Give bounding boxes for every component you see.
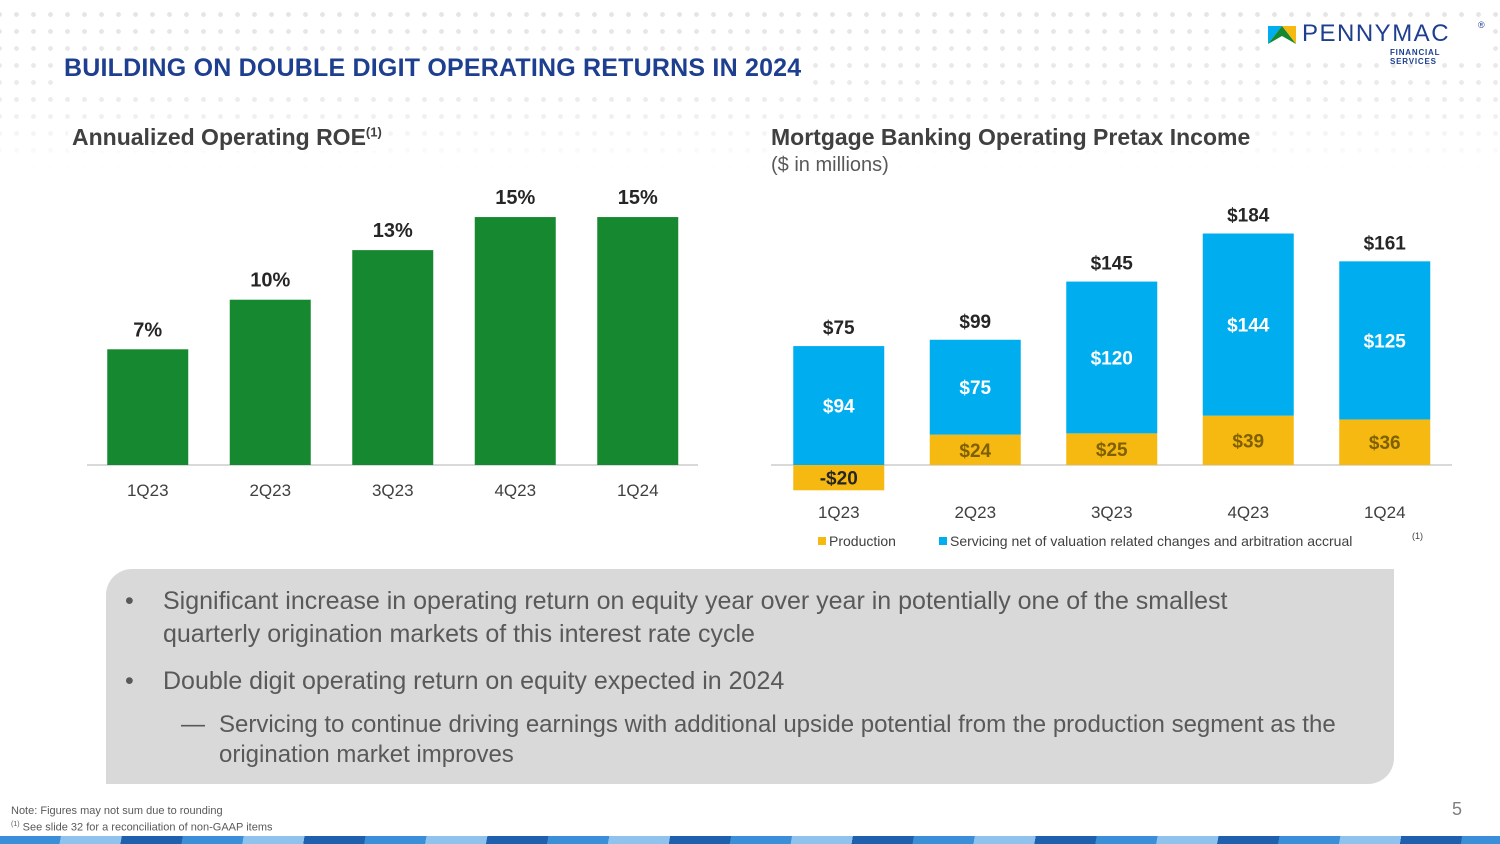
roe-value-label: 10%	[250, 270, 290, 292]
production-value-label: $25	[1096, 440, 1128, 461]
note-rounding: Note: Figures may not sum due to roundin…	[11, 805, 223, 817]
legend-swatch-production	[818, 537, 826, 545]
sub-bullet-1-line-2: origination market improves	[219, 741, 514, 768]
production-bar-segment	[1339, 419, 1431, 465]
roe-value-label: 15%	[495, 187, 535, 209]
servicing-bar-segment	[1202, 233, 1294, 416]
pretax-category-label: 2Q23	[954, 503, 996, 522]
logo-wordmark: PENNYMAC	[1302, 20, 1451, 47]
bullet-item-1: • Significant increase in operating retu…	[125, 585, 1228, 651]
roe-category-label: 1Q23	[127, 481, 169, 500]
total-value-label: $75	[823, 318, 855, 339]
roe-bar	[229, 299, 311, 465]
legend-footnote-mark: (1)	[1412, 531, 1423, 541]
note-non-gaap-text: See slide 32 for a reconciliation of non…	[19, 821, 273, 834]
pretax-category-label: 1Q23	[818, 503, 860, 522]
roe-value-label: 15%	[618, 187, 658, 209]
bottom-decorative-stripe	[0, 836, 1500, 844]
production-value-label: -$20	[820, 469, 858, 490]
roe-category-label: 3Q23	[372, 481, 414, 500]
bullet-symbol: •	[125, 667, 134, 695]
bullet-1-line-2: quarterly origination markets of this in…	[163, 620, 755, 648]
pretax-category-label: 4Q23	[1227, 503, 1269, 522]
note-footnote-mark: (1)	[11, 821, 20, 828]
sub-bullet-item-1: — Servicing to continue driving earnings…	[181, 710, 1336, 770]
servicing-value-label: $75	[959, 378, 991, 399]
roe-value-label: 7%	[133, 319, 162, 341]
bullet-symbol: •	[125, 587, 134, 615]
roe-category-label: 1Q24	[617, 481, 659, 500]
production-bar-segment	[1066, 433, 1158, 465]
pretax-category-label: 1Q24	[1364, 503, 1406, 522]
production-value-label: $24	[959, 441, 991, 462]
legend-label-servicing: Servicing net of valuation related chang…	[950, 533, 1352, 549]
legend-swatch-servicing	[939, 537, 947, 545]
sub-bullet-1-line-1: Servicing to continue driving earnings w…	[219, 711, 1336, 738]
left-chart-title-text: Annualized Operating ROE	[72, 124, 366, 150]
left-chart-footnote-mark: (1)	[365, 124, 382, 140]
roe-value-label: 13%	[373, 220, 413, 242]
pretax-category-label: 3Q23	[1091, 503, 1133, 522]
sub-bullet-symbol: —	[181, 711, 205, 738]
logo-registered-mark: ®	[1478, 20, 1485, 30]
note-non-gaap: (1) See slide 32 for a reconciliation of…	[11, 818, 273, 835]
logo-subtitle: FINANCIAL SERVICES	[1390, 48, 1441, 66]
bullet-1-line-1: Significant increase in operating return…	[163, 587, 1228, 615]
roe-bar	[352, 250, 434, 465]
servicing-bar-segment	[793, 346, 885, 465]
legend-label-production: Production	[829, 533, 896, 549]
total-value-label: $145	[1091, 254, 1134, 275]
production-bar-segment	[793, 465, 885, 491]
production-value-label: $36	[1369, 433, 1401, 454]
page-number: 5	[1452, 799, 1463, 819]
right-chart-title: Mortgage Banking Operating Pretax Income	[767, 124, 1255, 151]
production-bar-segment	[929, 434, 1021, 465]
servicing-bar-segment	[1066, 281, 1158, 434]
key-points-panel: • Significant increase in operating retu…	[106, 569, 1394, 784]
production-value-label: $39	[1232, 431, 1264, 452]
slide-title: BUILDING ON DOUBLE DIGIT OPERATING RETUR…	[60, 52, 806, 85]
roe-category-label: 4Q23	[494, 481, 536, 500]
servicing-value-label: $125	[1364, 331, 1407, 352]
servicing-value-label: $120	[1091, 348, 1133, 369]
servicing-value-label: $94	[823, 397, 855, 418]
logo-mark-icon	[1268, 26, 1296, 44]
roe-bar	[474, 217, 556, 465]
roe-bar	[107, 349, 189, 465]
servicing-bar-segment	[929, 339, 1021, 435]
footnotes: Note: Figures may not sum due to roundin…	[11, 804, 273, 835]
total-value-label: $184	[1227, 206, 1270, 227]
total-value-label: $161	[1364, 233, 1407, 254]
production-bar-segment	[1202, 415, 1294, 465]
roe-category-label: 2Q23	[249, 481, 291, 500]
roe-bar	[597, 217, 679, 465]
servicing-bar-segment	[1339, 261, 1431, 420]
pennymac-logo: PENNYMAC ® FINANCIAL SERVICES	[1262, 18, 1486, 66]
right-chart-subtitle: ($ in millions)	[767, 154, 893, 177]
bullet-item-2: • Double digit operating return on equit…	[125, 665, 785, 698]
left-chart-title: Annualized Operating ROE(1)	[68, 124, 386, 151]
bullet-2-line-1: Double digit operating return on equity …	[163, 667, 785, 695]
servicing-value-label: $144	[1227, 316, 1270, 337]
total-value-label: $99	[959, 312, 991, 333]
